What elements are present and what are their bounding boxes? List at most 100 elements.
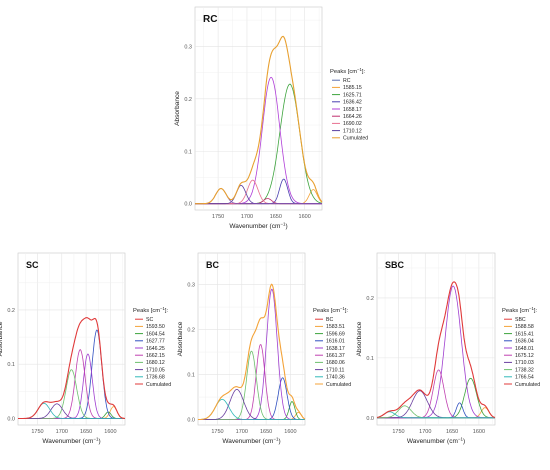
y-tick-label: 0.1 xyxy=(187,373,195,379)
panel-sbc: SBC 0.0 0.1 0.2 1750 1700 1650 1600 Wavenumber (… xyxy=(356,252,540,446)
legend-entry: 1680.12 xyxy=(146,360,165,366)
legend-title: Peaks [cm−1]: xyxy=(313,306,348,314)
legend-entry: 1583.51 xyxy=(326,324,345,330)
plot-area xyxy=(376,252,496,426)
legend-entry: 1585.15 xyxy=(343,85,362,91)
legend-entry: 1690.02 xyxy=(343,121,362,127)
y-axis-label: Absorbance xyxy=(174,91,181,126)
legend-entry: 1738.32 xyxy=(515,367,534,373)
y-tick-label: 0.2 xyxy=(187,328,195,334)
x-tick-label: 1750 xyxy=(211,429,223,435)
legend-entry: 1646.25 xyxy=(146,346,165,352)
x-tick-label: 1700 xyxy=(241,214,253,220)
cumulated-curve xyxy=(18,317,125,420)
y-tick-label: 0.2 xyxy=(7,308,15,314)
panel-bc: BC 0.0 0.1 0.2 0.3 1750 1700 1650 1600 Wavenumber… xyxy=(177,252,351,446)
legend-entry: 1588.58 xyxy=(515,324,534,330)
x-tick-label: 1600 xyxy=(104,429,116,435)
x-tick-label: 1700 xyxy=(56,429,68,435)
legend-title: Peaks [cm−1]: xyxy=(133,306,168,314)
x-tick-label: 1650 xyxy=(80,429,92,435)
legend-entry: 1593.50 xyxy=(146,324,165,330)
x-tick-label: 1600 xyxy=(473,429,485,435)
legend-entry: 1661.37 xyxy=(326,353,345,359)
y-tick-label: 0.2 xyxy=(184,97,192,103)
peak-curve-1766.54 xyxy=(376,411,495,419)
legend-entry: 1604.54 xyxy=(146,331,165,337)
legend-entry: 1710.03 xyxy=(515,360,534,366)
legend-entry: 1736.68 xyxy=(146,375,165,381)
y-tick-label: 0.0 xyxy=(366,416,374,422)
legend-entry: BC xyxy=(326,317,333,323)
x-tick-label: 1650 xyxy=(270,214,282,220)
y-tick-label: 0.1 xyxy=(366,356,374,362)
legend-entry: 1616.01 xyxy=(326,339,345,345)
panel-title: BC xyxy=(206,260,219,270)
x-tick-label: 1650 xyxy=(260,429,272,435)
legend-entry: 1636.04 xyxy=(515,339,534,345)
legend-entry: 1680.06 xyxy=(326,360,345,366)
y-axis-label: Absorbance xyxy=(177,321,184,356)
legend-entry: 1710.11 xyxy=(326,367,344,373)
legend-entry: 1615.41 xyxy=(515,331,534,337)
y-axis-label: Absorbance xyxy=(356,321,363,356)
panel-title: SC xyxy=(26,260,39,270)
x-tick-label: 1700 xyxy=(236,429,248,435)
y-tick-label: 0.3 xyxy=(184,44,192,50)
legend-entry: 1662.15 xyxy=(146,353,165,359)
cumulated-curve xyxy=(195,35,323,205)
y-tick-label: 0.2 xyxy=(366,296,374,302)
legend-entry: SBC xyxy=(515,317,526,323)
y-tick-label: 0.1 xyxy=(184,149,192,155)
x-tick-label: 1750 xyxy=(212,214,224,220)
legend-entry: 1596.69 xyxy=(326,331,345,337)
x-axis-label: Wavenumber (cm−1) xyxy=(229,222,287,231)
legend-entry: 1710.05 xyxy=(146,367,165,373)
panel-rc: RC 0.0 0.1 0.2 0.3 1750 1700 1650 1600 Wavenumber… xyxy=(174,6,368,231)
y-tick-label: 0.0 xyxy=(187,418,195,424)
y-tick-label: 0.0 xyxy=(7,416,15,422)
legend-entry: 1648.01 xyxy=(515,346,534,352)
cumulated-curve xyxy=(376,281,496,419)
legend-entry: 1636.42 xyxy=(343,100,362,106)
legend-entry: Cumulated xyxy=(515,382,540,388)
legend-entry: SC xyxy=(146,317,153,323)
x-tick-label: 1700 xyxy=(419,429,431,435)
legend-entry: 1675.12 xyxy=(515,353,534,359)
x-tick-label: 1750 xyxy=(31,429,43,435)
x-tick-label: 1650 xyxy=(446,429,458,435)
panel-sc: SC 0.0 0.1 0.2 1750 1700 1650 1600 Wavenumber (c… xyxy=(0,252,171,446)
legend-entry: 1627.77 xyxy=(146,339,165,345)
legend-title: Peaks [cm−1]: xyxy=(502,306,537,314)
x-tick-label: 1600 xyxy=(299,214,311,220)
legend-title: Peaks [cm−1]: xyxy=(330,67,365,75)
legend-entry: 1710.12 xyxy=(343,128,362,134)
y-tick-label: 0.0 xyxy=(184,202,192,208)
x-tick-label: 1750 xyxy=(392,429,404,435)
legend-entry: Cumulated xyxy=(146,382,171,388)
legend-entry: 1740.36 xyxy=(326,375,345,381)
x-tick-label: 1600 xyxy=(284,429,296,435)
plot-area xyxy=(17,252,126,426)
plot-area xyxy=(194,6,323,211)
legend-entry: 1625.71 xyxy=(343,92,362,98)
panel-title: RC xyxy=(203,14,217,25)
panel-title: SBC xyxy=(385,260,405,270)
x-axis-label: Wavenumber (cm−1) xyxy=(407,437,465,446)
x-axis-label: Wavenumber (cm−1) xyxy=(42,437,100,446)
y-tick-label: 0.3 xyxy=(187,283,195,289)
legend-entry: 1658.17 xyxy=(343,107,362,113)
legend-entry: Cumulated xyxy=(326,382,351,388)
y-axis-label: Absorbance xyxy=(0,321,4,356)
legend-entry: Cumulated xyxy=(343,136,368,142)
legend-entry: RC xyxy=(343,78,351,84)
y-tick-label: 0.1 xyxy=(7,362,15,368)
legend-entry: 1766.54 xyxy=(515,375,534,381)
x-axis-label: Wavenumber (cm−1) xyxy=(222,437,280,446)
legend-entry: 1664.26 xyxy=(343,114,362,120)
cumulated-curve xyxy=(197,283,306,421)
